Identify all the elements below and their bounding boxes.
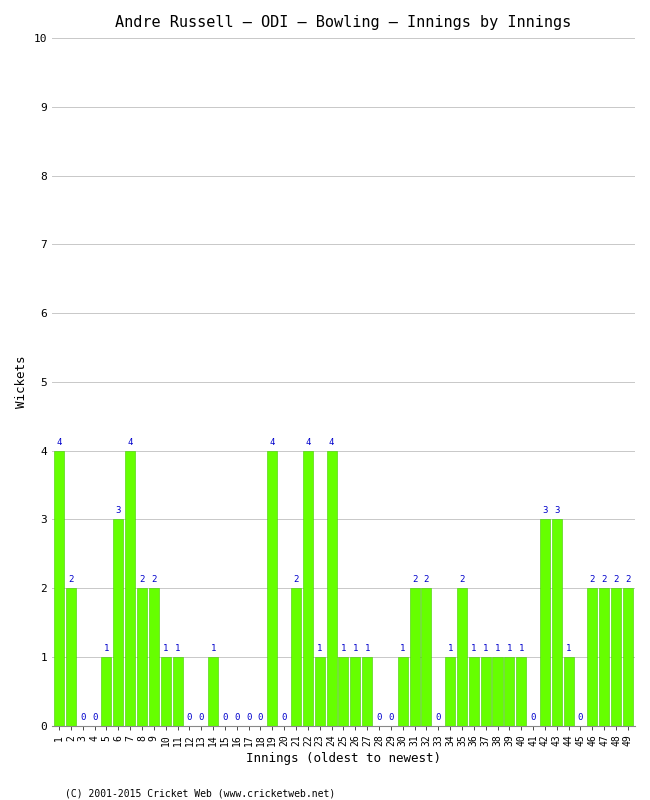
Bar — [303, 450, 313, 726]
Bar — [101, 657, 111, 726]
Bar — [410, 588, 420, 726]
Text: 2: 2 — [139, 575, 145, 584]
Bar — [516, 657, 526, 726]
Bar — [599, 588, 609, 726]
Text: 2: 2 — [625, 575, 630, 584]
Text: 3: 3 — [542, 506, 547, 515]
Text: 1: 1 — [317, 644, 322, 653]
Bar — [137, 588, 147, 726]
Text: 0: 0 — [436, 713, 441, 722]
Bar — [398, 657, 408, 726]
Text: 0: 0 — [388, 713, 393, 722]
Bar — [149, 588, 159, 726]
Bar — [267, 450, 278, 726]
Text: 0: 0 — [258, 713, 263, 722]
Text: 4: 4 — [270, 438, 275, 446]
Text: 3: 3 — [116, 506, 121, 515]
Text: 2: 2 — [151, 575, 157, 584]
Bar — [421, 588, 432, 726]
Text: 4: 4 — [306, 438, 311, 446]
Bar — [540, 519, 550, 726]
Bar — [208, 657, 218, 726]
Text: 0: 0 — [80, 713, 85, 722]
Bar — [362, 657, 372, 726]
Bar — [469, 657, 479, 726]
Bar — [588, 588, 597, 726]
Bar — [291, 588, 301, 726]
Text: 4: 4 — [329, 438, 334, 446]
Bar — [326, 450, 337, 726]
Text: 2: 2 — [614, 575, 619, 584]
Text: 2: 2 — [601, 575, 607, 584]
Text: 0: 0 — [376, 713, 382, 722]
Text: 1: 1 — [507, 644, 512, 653]
Text: 2: 2 — [68, 575, 73, 584]
Bar — [504, 657, 514, 726]
Bar — [113, 519, 124, 726]
Text: 4: 4 — [127, 438, 133, 446]
Text: 1: 1 — [566, 644, 571, 653]
Bar — [611, 588, 621, 726]
Text: 0: 0 — [530, 713, 536, 722]
Text: 0: 0 — [92, 713, 98, 722]
Bar — [564, 657, 574, 726]
Text: 2: 2 — [590, 575, 595, 584]
Bar — [445, 657, 455, 726]
Bar — [339, 657, 348, 726]
Text: 0: 0 — [281, 713, 287, 722]
X-axis label: Innings (oldest to newest): Innings (oldest to newest) — [246, 752, 441, 765]
Text: 1: 1 — [211, 644, 216, 653]
Bar — [172, 657, 183, 726]
Text: 1: 1 — [365, 644, 370, 653]
Text: 1: 1 — [495, 644, 501, 653]
Text: 1: 1 — [352, 644, 358, 653]
Text: 2: 2 — [293, 575, 299, 584]
Bar — [552, 519, 562, 726]
Text: 4: 4 — [57, 438, 62, 446]
Bar — [623, 588, 633, 726]
Bar — [493, 657, 502, 726]
Bar — [125, 450, 135, 726]
Text: 1: 1 — [483, 644, 488, 653]
Bar — [480, 657, 491, 726]
Bar — [315, 657, 325, 726]
Y-axis label: Wickets: Wickets — [15, 356, 28, 408]
Text: 2: 2 — [460, 575, 465, 584]
Title: Andre Russell – ODI – Bowling – Innings by Innings: Andre Russell – ODI – Bowling – Innings … — [115, 15, 571, 30]
Text: 2: 2 — [412, 575, 417, 584]
Bar — [457, 588, 467, 726]
Text: 1: 1 — [519, 644, 524, 653]
Text: 1: 1 — [175, 644, 180, 653]
Text: 0: 0 — [198, 713, 204, 722]
Text: 0: 0 — [578, 713, 583, 722]
Text: 0: 0 — [246, 713, 252, 722]
Text: 0: 0 — [234, 713, 239, 722]
Text: 1: 1 — [400, 644, 406, 653]
Bar — [161, 657, 171, 726]
Bar — [66, 588, 76, 726]
Bar — [350, 657, 360, 726]
Text: 1: 1 — [471, 644, 476, 653]
Text: 3: 3 — [554, 506, 560, 515]
Text: 1: 1 — [163, 644, 168, 653]
Text: 0: 0 — [222, 713, 227, 722]
Text: 1: 1 — [341, 644, 346, 653]
Text: 0: 0 — [187, 713, 192, 722]
Text: 1: 1 — [104, 644, 109, 653]
Text: 1: 1 — [447, 644, 453, 653]
Text: 2: 2 — [424, 575, 429, 584]
Bar — [54, 450, 64, 726]
Text: (C) 2001-2015 Cricket Web (www.cricketweb.net): (C) 2001-2015 Cricket Web (www.cricketwe… — [65, 788, 335, 798]
